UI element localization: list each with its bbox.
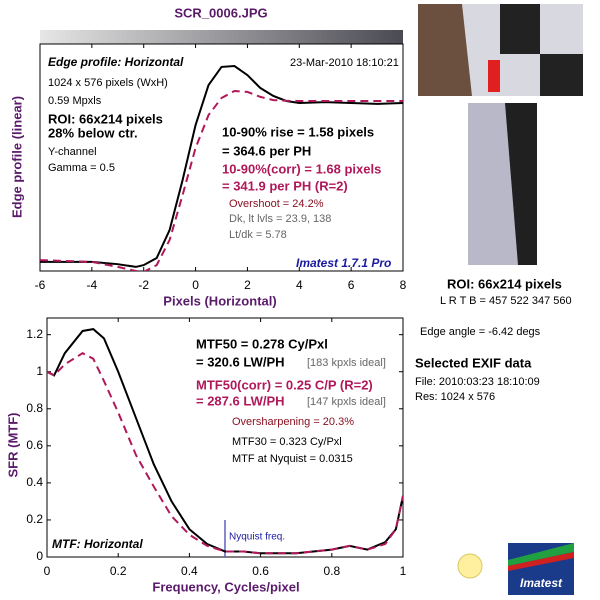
chart-title: SCR_0006.JPG bbox=[174, 5, 267, 20]
edge-angle: Edge angle = -6.42 degs bbox=[420, 326, 541, 338]
roi-box bbox=[488, 60, 500, 92]
annotation: = 320.6 LW/PH bbox=[196, 354, 285, 369]
x-tick-label: -6 bbox=[35, 278, 46, 292]
exif-file: File: 2010:03:23 18:10:09 bbox=[415, 376, 540, 388]
roi-lrtb: L R T B = 457 522 347 560 bbox=[440, 295, 572, 307]
y-tick-label: 0.2 bbox=[26, 512, 43, 526]
annotation: = 364.6 per PH bbox=[222, 143, 311, 158]
roi-dark bbox=[505, 103, 537, 265]
series-line bbox=[40, 64, 403, 268]
x-tick-label: 0 bbox=[192, 278, 199, 292]
annotation: ROI: 66x214 pixels bbox=[48, 111, 163, 126]
x-axis-label: Pixels (Horizontal) bbox=[163, 293, 276, 308]
y-tick-label: 0 bbox=[36, 549, 43, 563]
annotation: Edge profile: Horizontal bbox=[48, 55, 184, 69]
annotation: 1024 x 576 pixels (WxH) bbox=[48, 77, 168, 89]
x-tick-label: -2 bbox=[138, 278, 149, 292]
annotation: Lt/dk = 5.78 bbox=[229, 229, 287, 241]
annotation: Imatest 1.7.1 Pro bbox=[296, 256, 391, 270]
annotation: MTF30 = 0.323 Cy/Pxl bbox=[232, 436, 342, 448]
logo-text: Imatest bbox=[520, 576, 563, 590]
y-tick-label: 0.6 bbox=[26, 438, 43, 452]
annotation: 23-Mar-2010 18:10:21 bbox=[290, 57, 399, 69]
annotation: MTF: Horizontal bbox=[52, 537, 143, 551]
gray-bar bbox=[40, 30, 403, 44]
annotation: Y-channel bbox=[48, 146, 97, 158]
x-tick-label: 1 bbox=[400, 564, 407, 578]
x-axis-label: Frequency, Cycles/pixel bbox=[152, 579, 299, 594]
x-tick-label: 2 bbox=[244, 278, 251, 292]
annotation: = 341.9 per PH (R=2) bbox=[222, 178, 348, 193]
x-tick-label: 6 bbox=[348, 278, 355, 292]
series-line bbox=[47, 352, 403, 555]
photo-square bbox=[540, 54, 583, 96]
annotation: 28% below ctr. bbox=[48, 125, 138, 140]
logo-stripe bbox=[508, 552, 574, 571]
y-axis-label: SFR (MTF) bbox=[5, 413, 20, 478]
x-tick-label: 8 bbox=[400, 278, 407, 292]
annotation: 0.59 Mpxls bbox=[48, 95, 102, 107]
annotation: MTF at Nyquist = 0.0315 bbox=[232, 453, 353, 465]
x-tick-label: 4 bbox=[296, 278, 303, 292]
annotation: Dk, lt lvls = 23.9, 138 bbox=[229, 213, 331, 225]
x-tick-label: 0.8 bbox=[323, 564, 340, 578]
exif-res: Res: 1024 x 576 bbox=[415, 391, 495, 403]
annotation: = 287.6 LW/PH bbox=[196, 393, 285, 408]
annotation: MTF50 = 0.278 Cy/Pxl bbox=[196, 336, 328, 351]
y-tick-label: 1 bbox=[36, 364, 43, 378]
roi-label: ROI: 66x214 pixels bbox=[447, 276, 562, 291]
annotation: 10-90% rise = 1.58 pixels bbox=[222, 124, 374, 139]
x-tick-label: 0 bbox=[44, 564, 51, 578]
photo-square bbox=[500, 4, 540, 54]
annotation: [147 kpxls ideal] bbox=[307, 396, 386, 408]
nyquist-label: Nyquist freq. bbox=[229, 532, 285, 543]
x-tick-label: 0.2 bbox=[110, 564, 127, 578]
y-tick-label: 0.4 bbox=[26, 475, 43, 489]
y-tick-label: 0.8 bbox=[26, 401, 43, 415]
annotation: MTF50(corr) = 0.25 C/P (R=2) bbox=[196, 377, 373, 392]
plot-area bbox=[39, 43, 404, 272]
annotation: Oversharpening = 20.3% bbox=[232, 416, 354, 428]
logo-sun bbox=[457, 553, 483, 579]
annotation: 10-90%(corr) = 1.68 pixels bbox=[222, 161, 381, 176]
plot-area bbox=[46, 317, 404, 558]
annotation: Overshoot = 24.2% bbox=[229, 198, 324, 210]
annotation: [183 kpxls ideal] bbox=[307, 357, 386, 369]
x-tick-label: 0.4 bbox=[181, 564, 198, 578]
exif-title: Selected EXIF data bbox=[415, 355, 532, 370]
series-line bbox=[40, 89, 403, 271]
y-tick-label: 1.2 bbox=[26, 327, 43, 341]
y-axis-label: Edge profile (linear) bbox=[9, 96, 24, 218]
annotation: Gamma = 0.5 bbox=[48, 162, 115, 174]
x-tick-label: -4 bbox=[87, 278, 98, 292]
x-tick-label: 0.6 bbox=[252, 564, 269, 578]
logo-stripe bbox=[508, 543, 574, 566]
